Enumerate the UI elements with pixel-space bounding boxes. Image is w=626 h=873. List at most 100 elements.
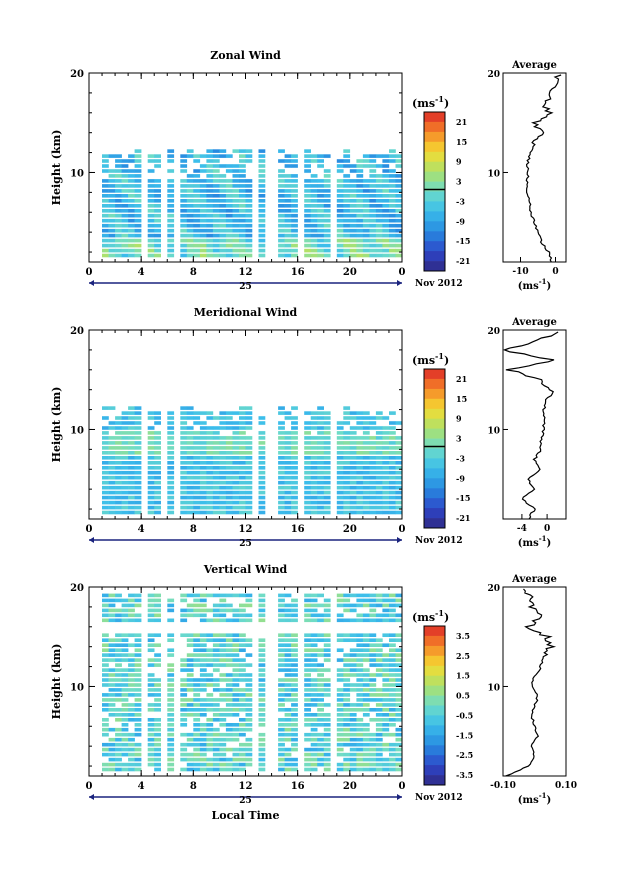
- heatmap-cell: [108, 253, 116, 258]
- heatmap-cell: [343, 406, 351, 410]
- heatmap-cell: [336, 767, 344, 772]
- heatmap-cell: [167, 718, 175, 722]
- heatmap-cell: [284, 658, 292, 662]
- heatmap-cell: [323, 480, 331, 485]
- x-tick-label: 0: [86, 781, 93, 792]
- heatmap-cell: [115, 663, 122, 667]
- heatmap-cell: [245, 510, 253, 515]
- heatmap-cell: [343, 243, 351, 248]
- heatmap-cell: [154, 490, 161, 495]
- heatmap-cell: [128, 703, 135, 707]
- heatmap-cell: [206, 470, 214, 475]
- heatmap-cell: [343, 485, 351, 490]
- heatmap-cell: [147, 643, 155, 647]
- heatmap-cell: [232, 737, 240, 742]
- heatmap-cell: [121, 480, 129, 485]
- y-tick-label: 10: [70, 168, 84, 179]
- date-label: Nov 2012: [415, 793, 463, 803]
- heatmap-cell: [154, 633, 161, 637]
- heatmap-cell: [225, 593, 233, 598]
- heatmap-cell: [395, 618, 403, 623]
- heatmap-cell: [186, 441, 194, 445]
- heatmap-cell: [343, 416, 351, 420]
- heatmap-cell: [121, 233, 129, 238]
- heatmap-cell: [225, 213, 233, 218]
- heatmap-cell: [232, 485, 240, 490]
- heatmap-cell: [278, 174, 285, 178]
- heatmap-cell: [369, 446, 377, 450]
- heatmap-cell: [258, 505, 266, 510]
- heatmap-cell: [154, 204, 161, 208]
- heatmap-cell: [128, 209, 135, 213]
- heatmap-cell: [284, 441, 292, 445]
- heatmap-cell: [121, 500, 129, 505]
- heatmap-cell: [323, 752, 331, 757]
- heatmap-cell: [108, 199, 116, 203]
- heatmap-cell: [115, 742, 122, 747]
- heatmap-cell: [389, 233, 396, 238]
- heatmap-cell: [382, 633, 390, 637]
- heatmap-cell: [134, 643, 142, 647]
- heatmap-cell: [375, 698, 383, 702]
- heatmap-cell: [310, 747, 318, 752]
- heatmap-cell: [356, 436, 364, 440]
- heatmap-cell: [134, 653, 142, 657]
- heatmap-cell: [180, 668, 188, 672]
- heatmap-cell: [349, 505, 357, 510]
- heatmap-cell: [212, 209, 220, 213]
- heatmap-cell: [343, 446, 351, 450]
- heatmap-cell: [134, 747, 142, 752]
- heatmap-cell: [304, 480, 311, 485]
- heatmap-cell: [336, 223, 344, 228]
- heatmap-cell: [317, 693, 324, 697]
- heatmap-cell: [121, 194, 129, 198]
- heatmap-cell: [180, 475, 188, 480]
- heatmap-cell: [343, 441, 351, 445]
- heatmap-cell: [134, 713, 142, 717]
- heatmap-cell: [382, 683, 390, 687]
- heatmap-cell: [362, 732, 370, 737]
- heatmap-cell: [382, 154, 390, 158]
- heatmap-cell: [167, 475, 175, 480]
- heatmap-cell: [336, 456, 344, 460]
- heatmap-cell: [317, 747, 324, 752]
- heatmap-cell: [199, 441, 207, 445]
- heatmap-cell: [389, 169, 396, 173]
- heatmap-cell: [239, 608, 246, 613]
- heatmap-cell: [239, 174, 246, 178]
- heatmap-cell: [232, 723, 240, 727]
- heatmap-cell: [395, 490, 403, 495]
- heatmap-cell: [115, 658, 122, 662]
- heatmap-cell: [108, 184, 116, 188]
- heatmap-cell: [304, 253, 311, 258]
- heatmap-cell: [219, 767, 227, 772]
- heatmap-cell: [349, 495, 357, 500]
- heatmap-cell: [108, 174, 116, 178]
- heatmap-cell: [349, 673, 357, 677]
- heatmap-cell: [362, 228, 370, 233]
- heatmap-cell: [336, 638, 344, 642]
- heatmap-cell: [134, 194, 142, 198]
- heatmap-cell: [154, 593, 161, 598]
- heatmap-cell: [225, 490, 233, 495]
- heatmap-cell: [389, 154, 396, 158]
- heatmap-cell: [108, 480, 116, 485]
- heatmap-cell: [239, 762, 246, 767]
- heatmap-cell: [193, 456, 201, 460]
- x-tick-label: 16: [291, 524, 305, 535]
- heatmap-cell: [278, 618, 285, 623]
- heatmap-cell: [304, 653, 311, 657]
- heatmap-cell: [369, 204, 377, 208]
- heatmap-cell: [186, 633, 194, 637]
- heatmap-cell: [186, 204, 194, 208]
- heatmap-cell: [389, 673, 396, 677]
- heatmap-cell: [180, 223, 188, 228]
- heatmap-cell: [134, 213, 142, 218]
- heatmap-cell: [291, 189, 298, 193]
- heatmap-cell: [199, 436, 207, 440]
- heatmap-cell: [310, 633, 318, 637]
- day-bar-arrow-left: [89, 280, 94, 286]
- heatmap-cell: [206, 663, 214, 667]
- heatmap-cell: [239, 213, 246, 218]
